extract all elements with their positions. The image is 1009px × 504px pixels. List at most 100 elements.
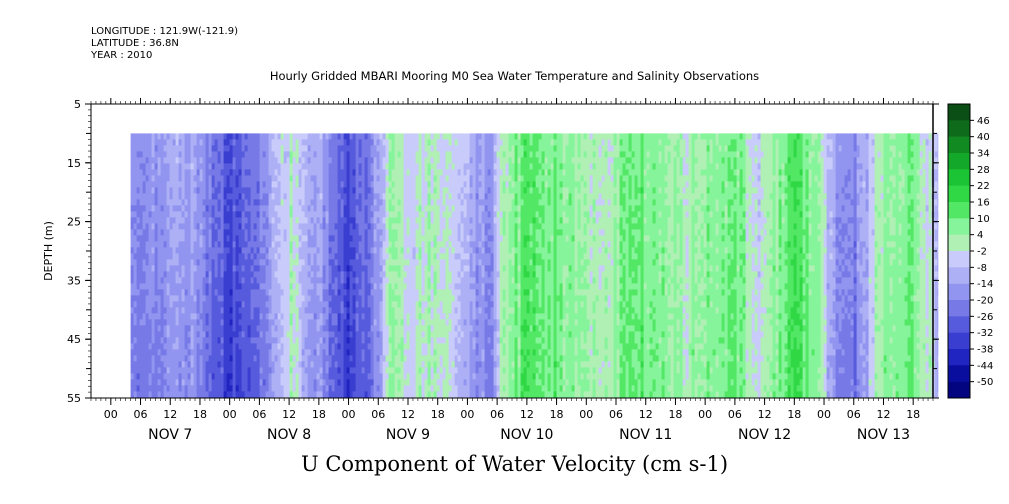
heatmap-cell [424, 253, 428, 260]
heatmap-cell [346, 265, 350, 272]
heatmap-cell [334, 253, 338, 260]
heatmap-cell [433, 145, 437, 152]
heatmap-cell [382, 343, 386, 350]
heatmap-cell [154, 139, 158, 146]
heatmap-cell [460, 163, 464, 170]
heatmap-cell [184, 271, 188, 278]
heatmap-cell [190, 145, 194, 152]
heatmap-cell [178, 211, 182, 218]
heatmap-cell [187, 265, 191, 272]
heatmap-cell [391, 331, 395, 338]
heatmap-cell [181, 259, 185, 266]
heatmap-cell [412, 337, 416, 344]
heatmap-cell [214, 355, 218, 362]
heatmap-cell [196, 373, 200, 380]
heatmap-cell [196, 331, 200, 338]
heatmap-cell [133, 325, 137, 332]
heatmap-cell [322, 313, 326, 320]
heatmap-cell [166, 151, 170, 158]
heatmap-cell [364, 193, 368, 200]
heatmap-cell [373, 187, 377, 194]
heatmap-cell [406, 145, 410, 152]
heatmap-cell [460, 169, 464, 176]
heatmap-cell [328, 295, 332, 302]
heatmap-cell [334, 343, 338, 350]
heatmap-cell [232, 157, 236, 164]
heatmap-cell [226, 157, 230, 164]
heatmap-cell [244, 361, 248, 368]
heatmap-cell [163, 217, 167, 224]
heatmap-cell [289, 217, 293, 224]
heatmap-cell [256, 343, 260, 350]
heatmap-cell [313, 325, 317, 332]
heatmap-cell [373, 265, 377, 272]
heatmap-cell [364, 139, 368, 146]
heatmap-cell [262, 325, 266, 332]
heatmap-cell [355, 319, 359, 326]
heatmap-cell [418, 133, 422, 140]
heatmap-cell [178, 301, 182, 308]
heatmap-cell [322, 283, 326, 290]
heatmap-cell [214, 145, 218, 152]
heatmap-cell [139, 133, 143, 140]
heatmap-cell [397, 367, 401, 374]
heatmap-cell [157, 349, 161, 356]
heatmap-cell [403, 211, 407, 218]
heatmap-cell [130, 211, 134, 218]
heatmap-cell [277, 187, 281, 194]
heatmap-cell [388, 289, 392, 296]
heatmap-cell [181, 175, 185, 182]
heatmap-cell [208, 139, 212, 146]
heatmap-cell [295, 163, 299, 170]
heatmap-cell [313, 361, 317, 368]
heatmap-cell [199, 355, 203, 362]
heatmap-cell [427, 139, 431, 146]
heatmap-cell [211, 193, 215, 200]
heatmap-cell [457, 295, 461, 302]
heatmap-cell [397, 325, 401, 332]
heatmap-cell [403, 253, 407, 260]
heatmap-cell [421, 307, 425, 314]
heatmap-cell [274, 391, 278, 398]
heatmap-cell [271, 301, 275, 308]
heatmap-cell [385, 211, 389, 218]
heatmap-cell [265, 379, 269, 386]
heatmap-cell [328, 325, 332, 332]
heatmap-cell [328, 157, 332, 164]
heatmap-cell [391, 259, 395, 266]
heatmap-cell [307, 187, 311, 194]
heatmap-cell [181, 271, 185, 278]
heatmap-cell [430, 271, 434, 278]
heatmap-cell [439, 331, 443, 338]
heatmap-cell [274, 217, 278, 224]
heatmap-cell [295, 343, 299, 350]
heatmap-cell [388, 163, 392, 170]
heatmap-cell [364, 307, 368, 314]
heatmap-cell [442, 223, 446, 230]
heatmap-cell [193, 247, 197, 254]
heatmap-cell [451, 133, 455, 140]
heatmap-cell [289, 361, 293, 368]
heatmap-cell [130, 217, 134, 224]
heatmap-cell [355, 295, 359, 302]
heatmap-cell [217, 331, 221, 338]
heatmap-cell [400, 379, 404, 386]
heatmap-cell [460, 271, 464, 278]
heatmap-cell [259, 271, 263, 278]
heatmap-cell [274, 145, 278, 152]
heatmap-cell [229, 277, 233, 284]
heatmap-cell [403, 325, 407, 332]
heatmap-cell [223, 205, 227, 212]
heatmap-cell [298, 199, 302, 206]
heatmap-cell [331, 217, 335, 224]
heatmap-cell [271, 133, 275, 140]
heatmap-cell [313, 391, 317, 398]
heatmap-cell [316, 241, 320, 248]
heatmap-cell [169, 157, 173, 164]
heatmap-cell [421, 373, 425, 380]
heatmap-cell [301, 205, 305, 212]
heatmap-cell [304, 301, 308, 308]
heatmap-cell [388, 205, 392, 212]
heatmap-cell [346, 253, 350, 260]
heatmap-cell [139, 319, 143, 326]
